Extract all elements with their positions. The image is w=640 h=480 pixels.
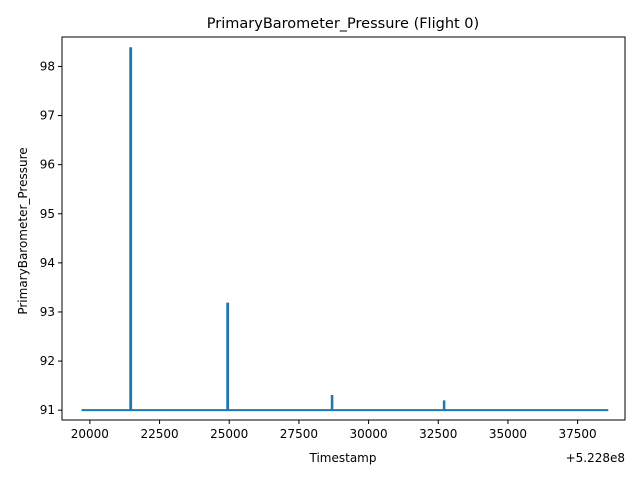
x-tick-label: 25000 — [210, 427, 248, 441]
x-tick-label: 37500 — [559, 427, 597, 441]
y-tick-label: 96 — [40, 158, 55, 172]
y-axis-ticks: 91 92 93 94 95 96 97 98 — [40, 59, 62, 417]
plot-area: 20000 22500 25000 27500 30000 32500 35000 37500… — [40, 36, 626, 441]
x-tick-label: 30000 — [349, 427, 387, 441]
y-tick-label: 98 — [40, 59, 55, 73]
x-tick-label: 35000 — [489, 427, 527, 441]
x-axis-offset-label: +5.228e8 — [566, 451, 625, 465]
x-axis-ticks: 20000 22500 25000 27500 30000 32500 35000 37500 — [71, 420, 597, 441]
x-tick-label: 20000 — [71, 427, 109, 441]
x-tick-label: 27500 — [280, 427, 318, 441]
y-tick-label: 97 — [40, 109, 55, 123]
y-tick-label: 92 — [40, 354, 55, 368]
series-layer — [81, 47, 609, 412]
axes-frame — [61, 36, 626, 421]
x-tick-label: 22500 — [140, 427, 178, 441]
chart-title: PrimaryBarometer_Pressure (Flight 0) — [207, 16, 479, 32]
series-line-0 — [81, 47, 609, 412]
y-tick-label: 91 — [40, 403, 55, 417]
y-axis-label: PrimaryBarometer_Pressure — [16, 147, 30, 314]
y-tick-label: 95 — [40, 207, 55, 221]
y-tick-label: 94 — [40, 256, 55, 270]
y-tick-label: 93 — [40, 305, 55, 319]
x-axis-label: Timestamp — [309, 451, 377, 465]
x-tick-label: 32500 — [419, 427, 457, 441]
